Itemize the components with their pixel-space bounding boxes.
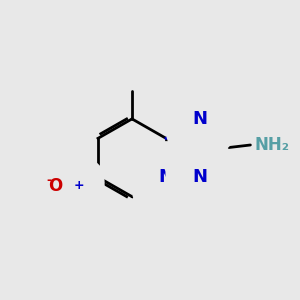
Text: N: N: [193, 168, 208, 186]
Text: +: +: [73, 179, 84, 192]
Text: N: N: [158, 168, 173, 186]
Text: N: N: [193, 110, 208, 128]
Text: -: -: [47, 174, 52, 187]
Text: O: O: [61, 201, 76, 219]
Text: N: N: [66, 183, 80, 201]
Text: O: O: [48, 177, 62, 195]
Text: NH₂: NH₂: [255, 136, 290, 154]
